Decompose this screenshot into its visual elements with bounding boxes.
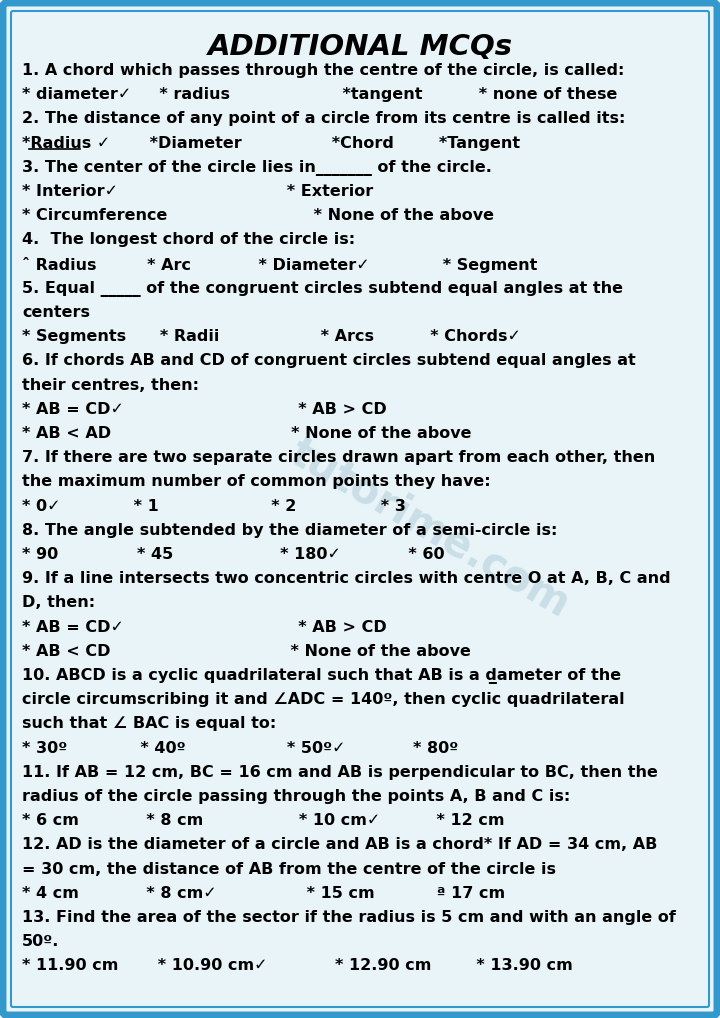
Text: radius of the circle passing through the points A, B and C is:: radius of the circle passing through the… (22, 789, 570, 804)
Text: 9. If a line intersects two concentric circles with centre O at A, B, C and: 9. If a line intersects two concentric c… (22, 571, 670, 586)
Text: such that ∠ BAC is equal to:: such that ∠ BAC is equal to: (22, 717, 276, 731)
Text: 11. If AB = 12 cm, BC = 16 cm and AB is perpendicular to BC, then the: 11. If AB = 12 cm, BC = 16 cm and AB is … (22, 765, 658, 780)
Text: 7. If there are two separate circles drawn apart from each other, then: 7. If there are two separate circles dra… (22, 450, 655, 465)
Text: tutorime.com: tutorime.com (282, 431, 577, 625)
Text: * 6 cm            * 8 cm                 * 10 cm✓          * 12 cm: * 6 cm * 8 cm * 10 cm✓ * 12 cm (22, 813, 505, 829)
Text: 6. If chords AB and CD of congruent circles subtend equal angles at: 6. If chords AB and CD of congruent circ… (22, 353, 636, 369)
Text: their centres, then:: their centres, then: (22, 378, 199, 393)
Text: centers: centers (22, 305, 90, 320)
Text: * 30º             * 40º                  * 50º✓            * 80º: * 30º * 40º * 50º✓ * 80º (22, 741, 458, 755)
Text: ADDITIONAL MCQs: ADDITIONAL MCQs (207, 33, 513, 61)
Text: * AB = CD✓                               * AB > CD: * AB = CD✓ * AB > CD (22, 402, 387, 416)
Text: the maximum number of common points they have:: the maximum number of common points they… (22, 474, 490, 490)
Text: = 30 cm, the distance of AB from the centre of the circle is: = 30 cm, the distance of AB from the cen… (22, 861, 556, 876)
Text: 12. AD is the diameter of a circle and AB is a chord* If AD = 34 cm, AB: 12. AD is the diameter of a circle and A… (22, 838, 657, 852)
Text: * AB = CD✓                               * AB > CD: * AB = CD✓ * AB > CD (22, 620, 387, 634)
Text: 8. The angle subtended by the diameter of a semi-circle is:: 8. The angle subtended by the diameter o… (22, 523, 557, 538)
FancyBboxPatch shape (3, 3, 717, 1015)
Text: 3. The center of the circle lies in_______ of the circle.: 3. The center of the circle lies in_____… (22, 160, 492, 176)
Text: *Radius ✓       *Diameter                *Chord        *Tangent: *Radius ✓ *Diameter *Chord *Tangent (22, 135, 520, 151)
Text: * 90              * 45                   * 180✓            * 60: * 90 * 45 * 180✓ * 60 (22, 547, 445, 562)
Text: * Interior✓                              * Exterior: * Interior✓ * Exterior (22, 184, 373, 199)
Text: D, then:: D, then: (22, 596, 95, 611)
Text: * diameter✓     * radius                    *tangent          * none of these: * diameter✓ * radius *tangent * none of … (22, 88, 617, 102)
Text: * Segments      * Radii                  * Arcs          * Chords✓: * Segments * Radii * Arcs * Chords✓ (22, 329, 521, 344)
Text: 5. Equal _____ of the congruent circles subtend equal angles at the: 5. Equal _____ of the congruent circles … (22, 281, 623, 297)
Text: * Circumference                          * None of the above: * Circumference * None of the above (22, 209, 494, 223)
Text: * 4 cm            * 8 cm✓                * 15 cm           ª 17 cm: * 4 cm * 8 cm✓ * 15 cm ª 17 cm (22, 886, 505, 901)
Text: ˆ Radius         * Arc            * Diameter✓             * Segment: ˆ Radius * Arc * Diameter✓ * Segment (22, 257, 537, 273)
Text: circle circumscribing it and ∠ADC = 140º, then cyclic quadrilateral: circle circumscribing it and ∠ADC = 140º… (22, 692, 625, 708)
Text: 50º.: 50º. (22, 935, 59, 949)
Text: 4.  The longest chord of the circle is:: 4. The longest chord of the circle is: (22, 232, 355, 247)
Text: 13. Find the area of the sector if the radius is 5 cm and with an angle of: 13. Find the area of the sector if the r… (22, 910, 676, 925)
Text: 10. ABCD is a cyclic quadrilateral such that AB is a d̲ameter of the: 10. ABCD is a cyclic quadrilateral such … (22, 668, 621, 684)
Text: * AB < AD                                * None of the above: * AB < AD * None of the above (22, 426, 472, 441)
Text: * 0✓             * 1                    * 2               * 3: * 0✓ * 1 * 2 * 3 (22, 499, 406, 514)
Text: 2. The distance of any point of a circle from its centre is called its:: 2. The distance of any point of a circle… (22, 111, 626, 126)
Text: * AB < CD                                * None of the above: * AB < CD * None of the above (22, 643, 471, 659)
Text: 1. A chord which passes through the centre of the circle, is called:: 1. A chord which passes through the cent… (22, 63, 624, 78)
Text: * 11.90 cm       * 10.90 cm✓            * 12.90 cm        * 13.90 cm: * 11.90 cm * 10.90 cm✓ * 12.90 cm * 13.9… (22, 958, 572, 973)
